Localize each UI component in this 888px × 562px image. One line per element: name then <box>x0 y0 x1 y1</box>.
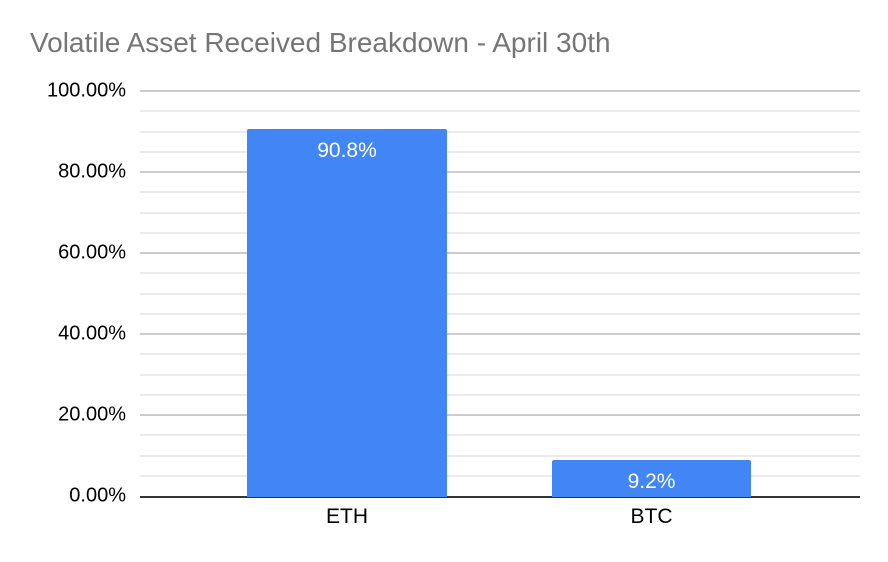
minor-gridline <box>140 272 860 275</box>
major-gridline <box>140 171 860 173</box>
bar-value-label-btc: 9.2% <box>627 469 676 493</box>
minor-gridline <box>140 474 860 477</box>
y-axis: 0.00% 20.00% 40.00% 60.00% 80.00% 100.00% <box>0 80 126 507</box>
minor-gridline <box>140 353 860 356</box>
major-gridline <box>140 90 860 92</box>
x-category-label-btc: BTC <box>630 505 673 528</box>
y-tick-label: 60.00% <box>58 241 126 264</box>
y-tick-label: 20.00% <box>58 403 126 426</box>
minor-gridline <box>140 110 860 113</box>
minor-gridline <box>140 191 860 194</box>
minor-gridline <box>140 231 860 234</box>
minor-gridline <box>140 150 860 153</box>
y-tick-label: 0.00% <box>69 484 126 507</box>
minor-gridline <box>140 393 860 396</box>
minor-gridline <box>140 373 860 376</box>
x-axis-labels: ETH BTC <box>140 505 860 531</box>
minor-gridline <box>140 130 860 133</box>
minor-gridline <box>140 434 860 437</box>
major-gridline <box>140 333 860 335</box>
minor-gridline <box>140 454 860 457</box>
y-tick-label: 100.00% <box>47 79 126 102</box>
minor-gridline <box>140 292 860 295</box>
bar-eth[interactable]: 90.8% <box>247 129 447 497</box>
y-tick-label: 40.00% <box>58 322 126 345</box>
bar-btc[interactable]: 9.2% <box>552 459 751 497</box>
minor-gridline <box>140 211 860 214</box>
chart-title: Volatile Asset Received Breakdown - Apri… <box>30 27 611 58</box>
minor-gridline <box>140 312 860 315</box>
bar-value-label-eth: 90.8% <box>317 139 377 163</box>
major-gridline <box>140 252 860 254</box>
x-axis-line <box>140 496 860 498</box>
y-tick-label: 80.00% <box>58 160 126 183</box>
major-gridline <box>140 414 860 416</box>
x-category-label-eth: ETH <box>326 505 368 528</box>
plot-area: 90.8% 9.2% <box>140 90 860 498</box>
